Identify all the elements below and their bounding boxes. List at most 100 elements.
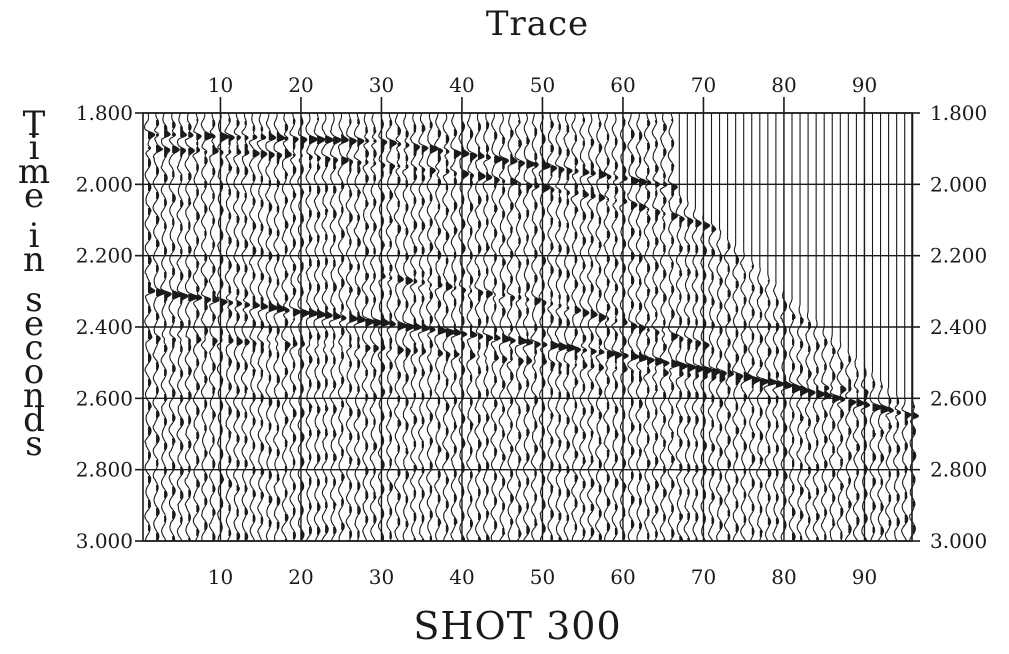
trace-fill-lobe <box>437 228 441 235</box>
trace-fill-lobe <box>228 164 232 171</box>
trace-fill-lobe <box>478 290 483 301</box>
trace-fill-lobe <box>429 365 433 372</box>
trace-fill-lobe <box>478 147 485 159</box>
trace-fill-lobe <box>164 272 167 278</box>
trace-fill-lobe <box>437 350 443 356</box>
trace-fill-lobe <box>783 376 793 388</box>
trace-fill-lobe <box>365 175 369 182</box>
trace-fill-lobe <box>284 342 291 351</box>
trace-fill-lobe <box>574 347 581 360</box>
trace-fill-lobe <box>389 241 392 247</box>
trace-fill-lobe <box>156 265 159 272</box>
trace-fill-lobe <box>518 287 521 293</box>
trace-fill-lobe <box>164 467 167 474</box>
trace-fill-lobe <box>856 469 859 475</box>
trace-fill-lobe <box>317 212 320 218</box>
trace-fill-lobe <box>349 482 352 489</box>
trace-fill-lobe <box>445 160 449 166</box>
trace-fill-lobe <box>639 157 641 163</box>
trace-fill-lobe <box>325 136 334 143</box>
trace-fill-lobe <box>856 517 860 525</box>
trace-fill-lobe <box>236 216 240 223</box>
trace-fill-lobe <box>606 158 610 165</box>
trace-fill-lobe <box>470 203 473 211</box>
trace-wiggle <box>611 112 623 542</box>
trace-fill-lobe <box>671 310 675 318</box>
trace-fill-lobe <box>598 217 601 224</box>
trace-fill-lobe <box>783 351 787 358</box>
trace-fill-lobe <box>397 346 404 354</box>
trace-fill-lobe <box>614 211 618 218</box>
trace-fill-lobe <box>606 474 610 482</box>
trace-fill-lobe <box>373 162 376 165</box>
trace-fill-lobe <box>268 152 275 161</box>
trace-fill-lobe <box>381 510 384 517</box>
trace-fill-lobe <box>510 446 513 452</box>
trace-fill-lobe <box>671 164 674 171</box>
trace-fill-lobe <box>719 278 723 285</box>
trace-fill-lobe <box>671 333 678 341</box>
trace-fill-lobe <box>526 160 535 168</box>
trace-fill-lobe <box>357 337 360 348</box>
x-tick-label-top: 30 <box>369 73 394 97</box>
trace-fill-lobe <box>671 432 674 438</box>
trace-fill-lobe <box>550 218 553 225</box>
trace-fill-lobe <box>292 362 295 368</box>
trace-fill-lobe <box>228 505 231 511</box>
trace-fill-lobe <box>639 279 642 285</box>
trace-fill-lobe <box>421 467 425 473</box>
trace-fill-lobe <box>904 443 908 450</box>
trace-fill-lobe <box>300 433 305 441</box>
trace-fill-lobe <box>252 490 256 497</box>
trace-fill-lobe <box>502 430 505 437</box>
trace-fill-lobe <box>655 457 658 465</box>
trace-fill-lobe <box>695 392 699 399</box>
trace-fill-lobe <box>598 314 606 322</box>
trace-fill-lobe <box>486 389 489 396</box>
trace-fill-lobe <box>172 462 175 470</box>
trace-fill-lobe <box>622 387 626 393</box>
trace-fill-lobe <box>502 259 506 266</box>
trace-fill-lobe <box>614 352 622 363</box>
trace-fill-lobe <box>276 522 280 529</box>
trace-fill-lobe <box>590 528 594 536</box>
trace-fill-lobe <box>373 248 376 254</box>
trace-fill-lobe <box>735 354 739 362</box>
trace-fill-lobe <box>212 266 215 273</box>
trace-fill-lobe <box>172 194 176 202</box>
trace-fill-lobe <box>228 310 232 318</box>
trace-fill-lobe <box>518 261 521 268</box>
trace-fill-lobe <box>413 416 417 424</box>
trace-fill-lobe <box>228 407 232 415</box>
trace-fill-lobe <box>244 533 248 540</box>
trace-fill-lobe <box>486 154 491 159</box>
trace-fill-lobe <box>341 523 345 530</box>
trace-fill-lobe <box>550 291 553 297</box>
trace-fill-lobe <box>558 392 561 398</box>
trace-fill-lobe <box>461 366 465 374</box>
trace-fill-lobe <box>687 464 690 472</box>
trace-fill-lobe <box>566 392 570 400</box>
trace-fill-lobe <box>429 316 433 323</box>
trace-fill-lobe <box>510 276 513 283</box>
trace-fill-lobe <box>164 369 167 376</box>
trace-wiggle <box>691 113 705 542</box>
trace-fill-lobe <box>373 140 377 142</box>
trace-fill-lobe <box>164 418 167 425</box>
trace-fill-lobe <box>220 329 223 335</box>
trace-fill-lobe <box>671 505 674 512</box>
trace-fill-lobe <box>751 265 754 268</box>
trace-fill-lobe <box>542 379 545 386</box>
trace-fill-lobe <box>276 352 279 358</box>
trace-fill-lobe <box>534 396 538 404</box>
trace-fill-lobe <box>421 222 425 230</box>
trace-fill-lobe <box>582 237 586 245</box>
trace-fill-lobe <box>574 524 577 530</box>
trace-fill-lobe <box>542 184 550 192</box>
trace-fill-lobe <box>445 232 449 240</box>
trace-fill-lobe <box>727 510 730 516</box>
trace-fill-lobe <box>606 318 609 320</box>
trace-fill-lobe <box>437 325 447 334</box>
trace-fill-lobe <box>381 486 384 493</box>
trace-fill-lobe <box>582 141 585 146</box>
